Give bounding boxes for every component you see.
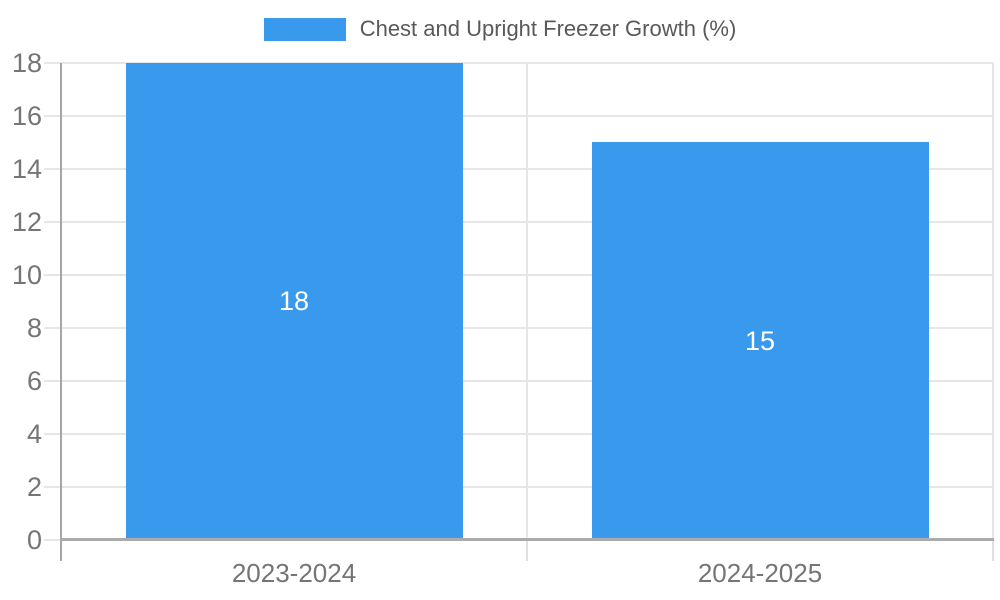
y-axis-tick — [44, 114, 61, 117]
y-axis-tick-label: 12 — [11, 206, 42, 237]
y-axis-tick — [44, 220, 61, 223]
bar-value-label: 18 — [278, 286, 310, 317]
y-axis-tick-label: 16 — [11, 100, 42, 131]
y-axis-line — [60, 63, 62, 561]
y-axis-tick — [44, 326, 61, 329]
y-axis-tick — [44, 62, 61, 64]
y-axis-tick-label: 10 — [11, 259, 42, 290]
y-axis-tick-label: 2 — [26, 471, 42, 502]
legend-label: Chest and Upright Freezer Growth (%) — [359, 16, 737, 41]
gridline — [526, 63, 528, 540]
x-axis-category-label: 2023-2024 — [231, 557, 357, 588]
legend-swatch — [263, 17, 346, 41]
y-axis-tick — [44, 432, 61, 435]
y-axis-tick — [44, 167, 61, 170]
bar[interactable] — [591, 142, 929, 540]
y-axis-tick-label: 8 — [26, 312, 42, 343]
bar[interactable] — [125, 63, 463, 540]
y-axis-tick-label: 0 — [26, 524, 42, 555]
y-axis-tick — [44, 485, 61, 488]
bar-value-label: 15 — [744, 325, 776, 356]
y-axis-tick-label: 14 — [11, 153, 42, 184]
y-axis-tick-label: 18 — [11, 48, 42, 78]
x-axis-tick — [526, 540, 528, 561]
x-axis-tick — [992, 540, 994, 561]
gridline — [992, 63, 994, 540]
y-axis-tick — [44, 379, 61, 382]
y-axis-tick-label: 4 — [26, 418, 42, 449]
x-axis-category-label: 2024-2025 — [697, 557, 823, 588]
y-axis-tick-label: 6 — [26, 365, 42, 396]
x-axis-line — [60, 538, 994, 541]
y-axis-tick — [44, 538, 61, 541]
chart-legend[interactable]: Chest and Upright Freezer Growth (%) — [0, 16, 1000, 42]
y-axis-tick — [44, 273, 61, 276]
